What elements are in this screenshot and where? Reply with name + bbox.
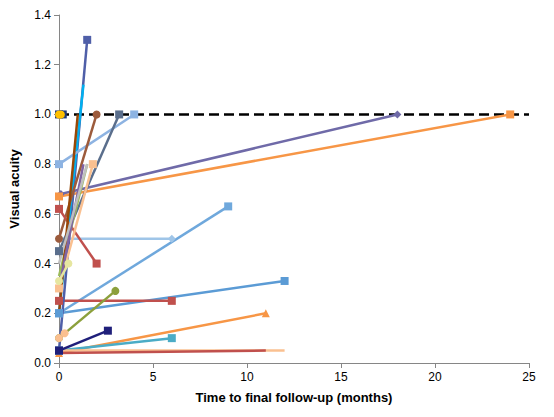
svg-text:10: 10 [240,370,254,384]
svg-text:1.2: 1.2 [34,58,51,72]
svg-text:Time to final follow-up (month: Time to final follow-up (months) [196,390,393,405]
svg-text:0.2: 0.2 [34,306,51,320]
svg-text:1.4: 1.4 [34,8,51,22]
svg-text:25: 25 [522,370,536,384]
svg-text:0.4: 0.4 [34,257,51,271]
svg-text:15: 15 [334,370,348,384]
svg-text:1.0: 1.0 [34,107,51,121]
svg-text:0.6: 0.6 [34,207,51,221]
svg-text:5: 5 [150,370,157,384]
svg-text:0: 0 [56,370,63,384]
svg-text:0.0: 0.0 [34,356,51,370]
svg-text:20: 20 [428,370,442,384]
svg-text:0.8: 0.8 [34,157,51,171]
svg-text:Visual acuity: Visual acuity [7,149,22,229]
